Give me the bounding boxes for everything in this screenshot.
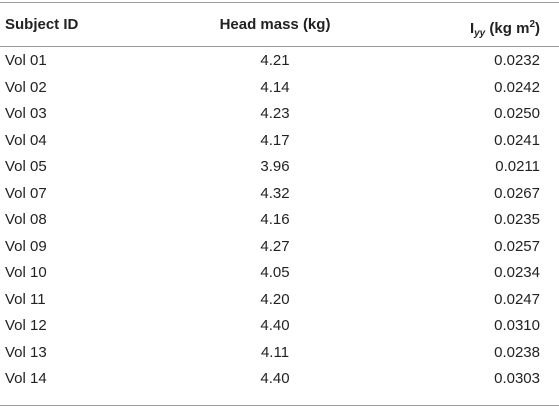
cell-iyy: 0.0211 <box>495 158 540 175</box>
cell-iyy: 0.0232 <box>494 52 540 69</box>
table-row: Vol 02 4.14 0.0242 <box>0 74 559 101</box>
header-rule <box>0 46 559 47</box>
cell-subject-id: Vol 05 <box>5 158 47 175</box>
header-iyy-symbol: I <box>469 20 475 37</box>
cell-subject-id: Vol 04 <box>5 131 47 149</box>
cell-iyy: 0.0235 <box>494 211 540 228</box>
cell-subject-id: Vol 01 <box>5 52 47 69</box>
header-iyy-unit-pre: (kg m <box>485 20 530 37</box>
cell-subject-id: Vol 03 <box>5 105 47 122</box>
cell-iyy: 0.0247 <box>494 290 540 308</box>
header-iyy-subscript: yy <box>474 28 486 39</box>
cell-head-mass: 3.96 <box>260 158 290 175</box>
header-subject-id: Subject ID <box>5 16 79 33</box>
table-row: Vol 09 4.27 0.0257 <box>0 233 559 260</box>
cell-iyy: 0.0250 <box>494 105 540 122</box>
cell-subject-id: Vol 07 <box>5 184 47 202</box>
table-row: Vol 11 4.20 0.0247 <box>0 286 559 313</box>
cell-subject-id: Vol 14 <box>5 370 47 387</box>
table-row: Vol 08 4.16 0.0235 <box>0 206 559 233</box>
cell-subject-id: Vol 11 <box>5 290 46 308</box>
cell-iyy: 0.0238 <box>494 343 540 361</box>
table-row: Vol 12 4.40 0.0310 <box>0 312 559 339</box>
table-row: Vol 01 4.21 0.0232 <box>0 47 559 74</box>
header-iyy-unit-post: ) <box>535 20 540 37</box>
cell-iyy: 0.0310 <box>494 317 540 334</box>
table-header: Subject ID Head mass (kg) Iyy (kg m2) <box>0 3 559 46</box>
cell-head-mass: 4.23 <box>260 105 290 122</box>
cell-subject-id: Vol 02 <box>5 78 47 96</box>
table-row: Vol 04 4.17 0.0241 <box>0 127 559 154</box>
cell-head-mass: 4.27 <box>260 237 290 255</box>
top-rule <box>0 2 559 3</box>
cell-iyy: 0.0267 <box>494 184 540 202</box>
header-iyy: Iyy (kg m2) <box>470 16 540 43</box>
cell-iyy: 0.0242 <box>494 78 540 96</box>
cell-head-mass: 4.21 <box>260 52 290 69</box>
cell-head-mass: 4.32 <box>260 184 290 202</box>
cell-head-mass: 4.17 <box>260 131 290 149</box>
cell-iyy: 0.0303 <box>494 370 540 387</box>
table-body: Vol 01 4.21 0.0232 Vol 02 4.14 0.0242 Vol 03 4.… <box>0 47 559 392</box>
cell-subject-id: Vol 09 <box>5 237 47 255</box>
table-row: Vol 07 4.32 0.0267 <box>0 180 559 207</box>
header-head-mass: Head mass (kg) <box>219 16 331 33</box>
table-row: Vol 13 4.11 0.0238 <box>0 339 559 366</box>
cell-head-mass: 4.16 <box>260 211 290 228</box>
cell-subject-id: Vol 08 <box>5 211 47 228</box>
cell-subject-id: Vol 12 <box>5 317 47 334</box>
cell-head-mass: 4.40 <box>260 370 290 387</box>
cell-subject-id: Vol 13 <box>5 343 47 361</box>
table-row: Vol 03 4.23 0.0250 <box>0 100 559 127</box>
header-iyy-unit-superscript: 2 <box>529 19 535 30</box>
cell-iyy: 0.0241 <box>494 131 540 149</box>
cell-head-mass: 4.40 <box>260 317 290 334</box>
cell-subject-id: Vol 10 <box>5 264 47 281</box>
cell-head-mass: 4.05 <box>260 264 290 281</box>
table-row: Vol 05 3.96 0.0211 <box>0 153 559 180</box>
cell-head-mass: 4.20 <box>260 290 290 308</box>
cell-head-mass: 4.14 <box>260 78 290 96</box>
cell-head-mass: 4.11 <box>260 343 290 361</box>
bottom-rule <box>0 405 559 406</box>
table-row: Vol 10 4.05 0.0234 <box>0 259 559 286</box>
cell-iyy: 0.0234 <box>494 264 540 281</box>
cell-iyy: 0.0257 <box>494 237 540 255</box>
table-row: Vol 14 4.40 0.0303 <box>0 365 559 392</box>
